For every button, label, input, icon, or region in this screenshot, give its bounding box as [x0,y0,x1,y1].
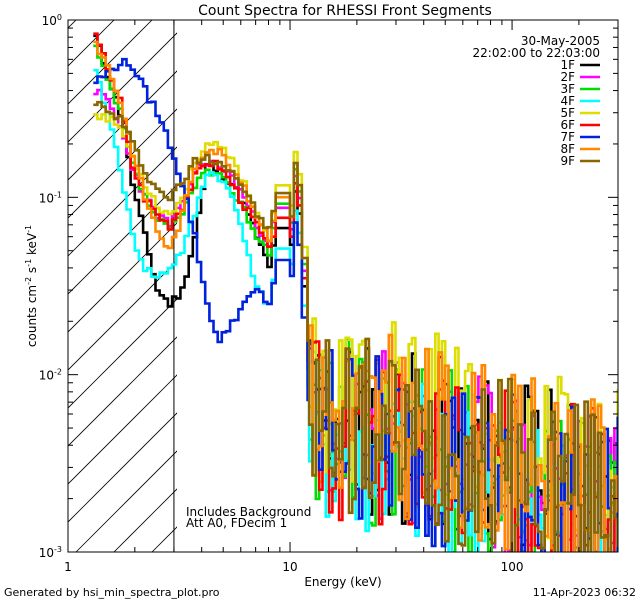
observation-date: 30-May-2005 [521,34,600,48]
x-tick-labels: 1 10 100 [64,560,523,574]
hatch-line [68,184,177,295]
legend-label-5f: 5F [560,106,575,120]
low-energy-hatch-region [68,20,177,552]
series-9f [93,100,618,552]
spectra-series [93,32,618,552]
legend-label-9f: 9F [560,154,575,168]
chart-title: Count Spectra for RHESSI Front Segments [198,3,492,19]
legend-label-3f: 3F [560,82,575,96]
hatch-line [68,108,177,219]
x-tick-label: 10 [282,560,297,574]
hatch-line [68,374,177,485]
hatch-line [68,32,177,143]
legend-label-6f: 6F [560,118,575,132]
y-tick-label: 10-2 [39,368,62,383]
annotation-attenuator: Att A0, FDecim 1 [186,516,287,530]
legend-label-1f: 1F [560,58,575,72]
axis-ticks [67,20,619,553]
hatch-line [68,336,177,447]
series-8f [93,40,618,552]
legend-label-7f: 7F [560,130,575,144]
y-tick-labels: 10-3 10-2 10-1 100 [39,13,62,560]
legend-label-2f: 2F [560,70,575,84]
hatch-line [68,20,115,67]
x-tick-label: 100 [501,560,524,574]
y-tick-label: 10-3 [39,545,62,560]
y-tick-label: 100 [42,13,62,28]
footer-generated-by: Generated by hsi_min_spectra_plot.pro [4,586,220,599]
footer-timestamp: 11-Apr-2023 06:32 [533,586,636,599]
x-tick-label: 1 [64,560,72,574]
hatch-line [68,146,177,257]
y-tick-label: 10-1 [39,190,62,205]
x-axis-label: Energy (keV) [304,575,381,589]
time-range: 22:02:00 to 22:03:00 [473,46,600,60]
y-axis-label: counts cm-2 s-1 keV-1 [24,225,39,347]
hatch-line [68,412,177,523]
plot-frame [67,19,619,553]
legend-label-4f: 4F [560,94,575,108]
annotation-background: Includes Background [186,505,311,519]
legend-label-8f: 8F [560,142,575,156]
